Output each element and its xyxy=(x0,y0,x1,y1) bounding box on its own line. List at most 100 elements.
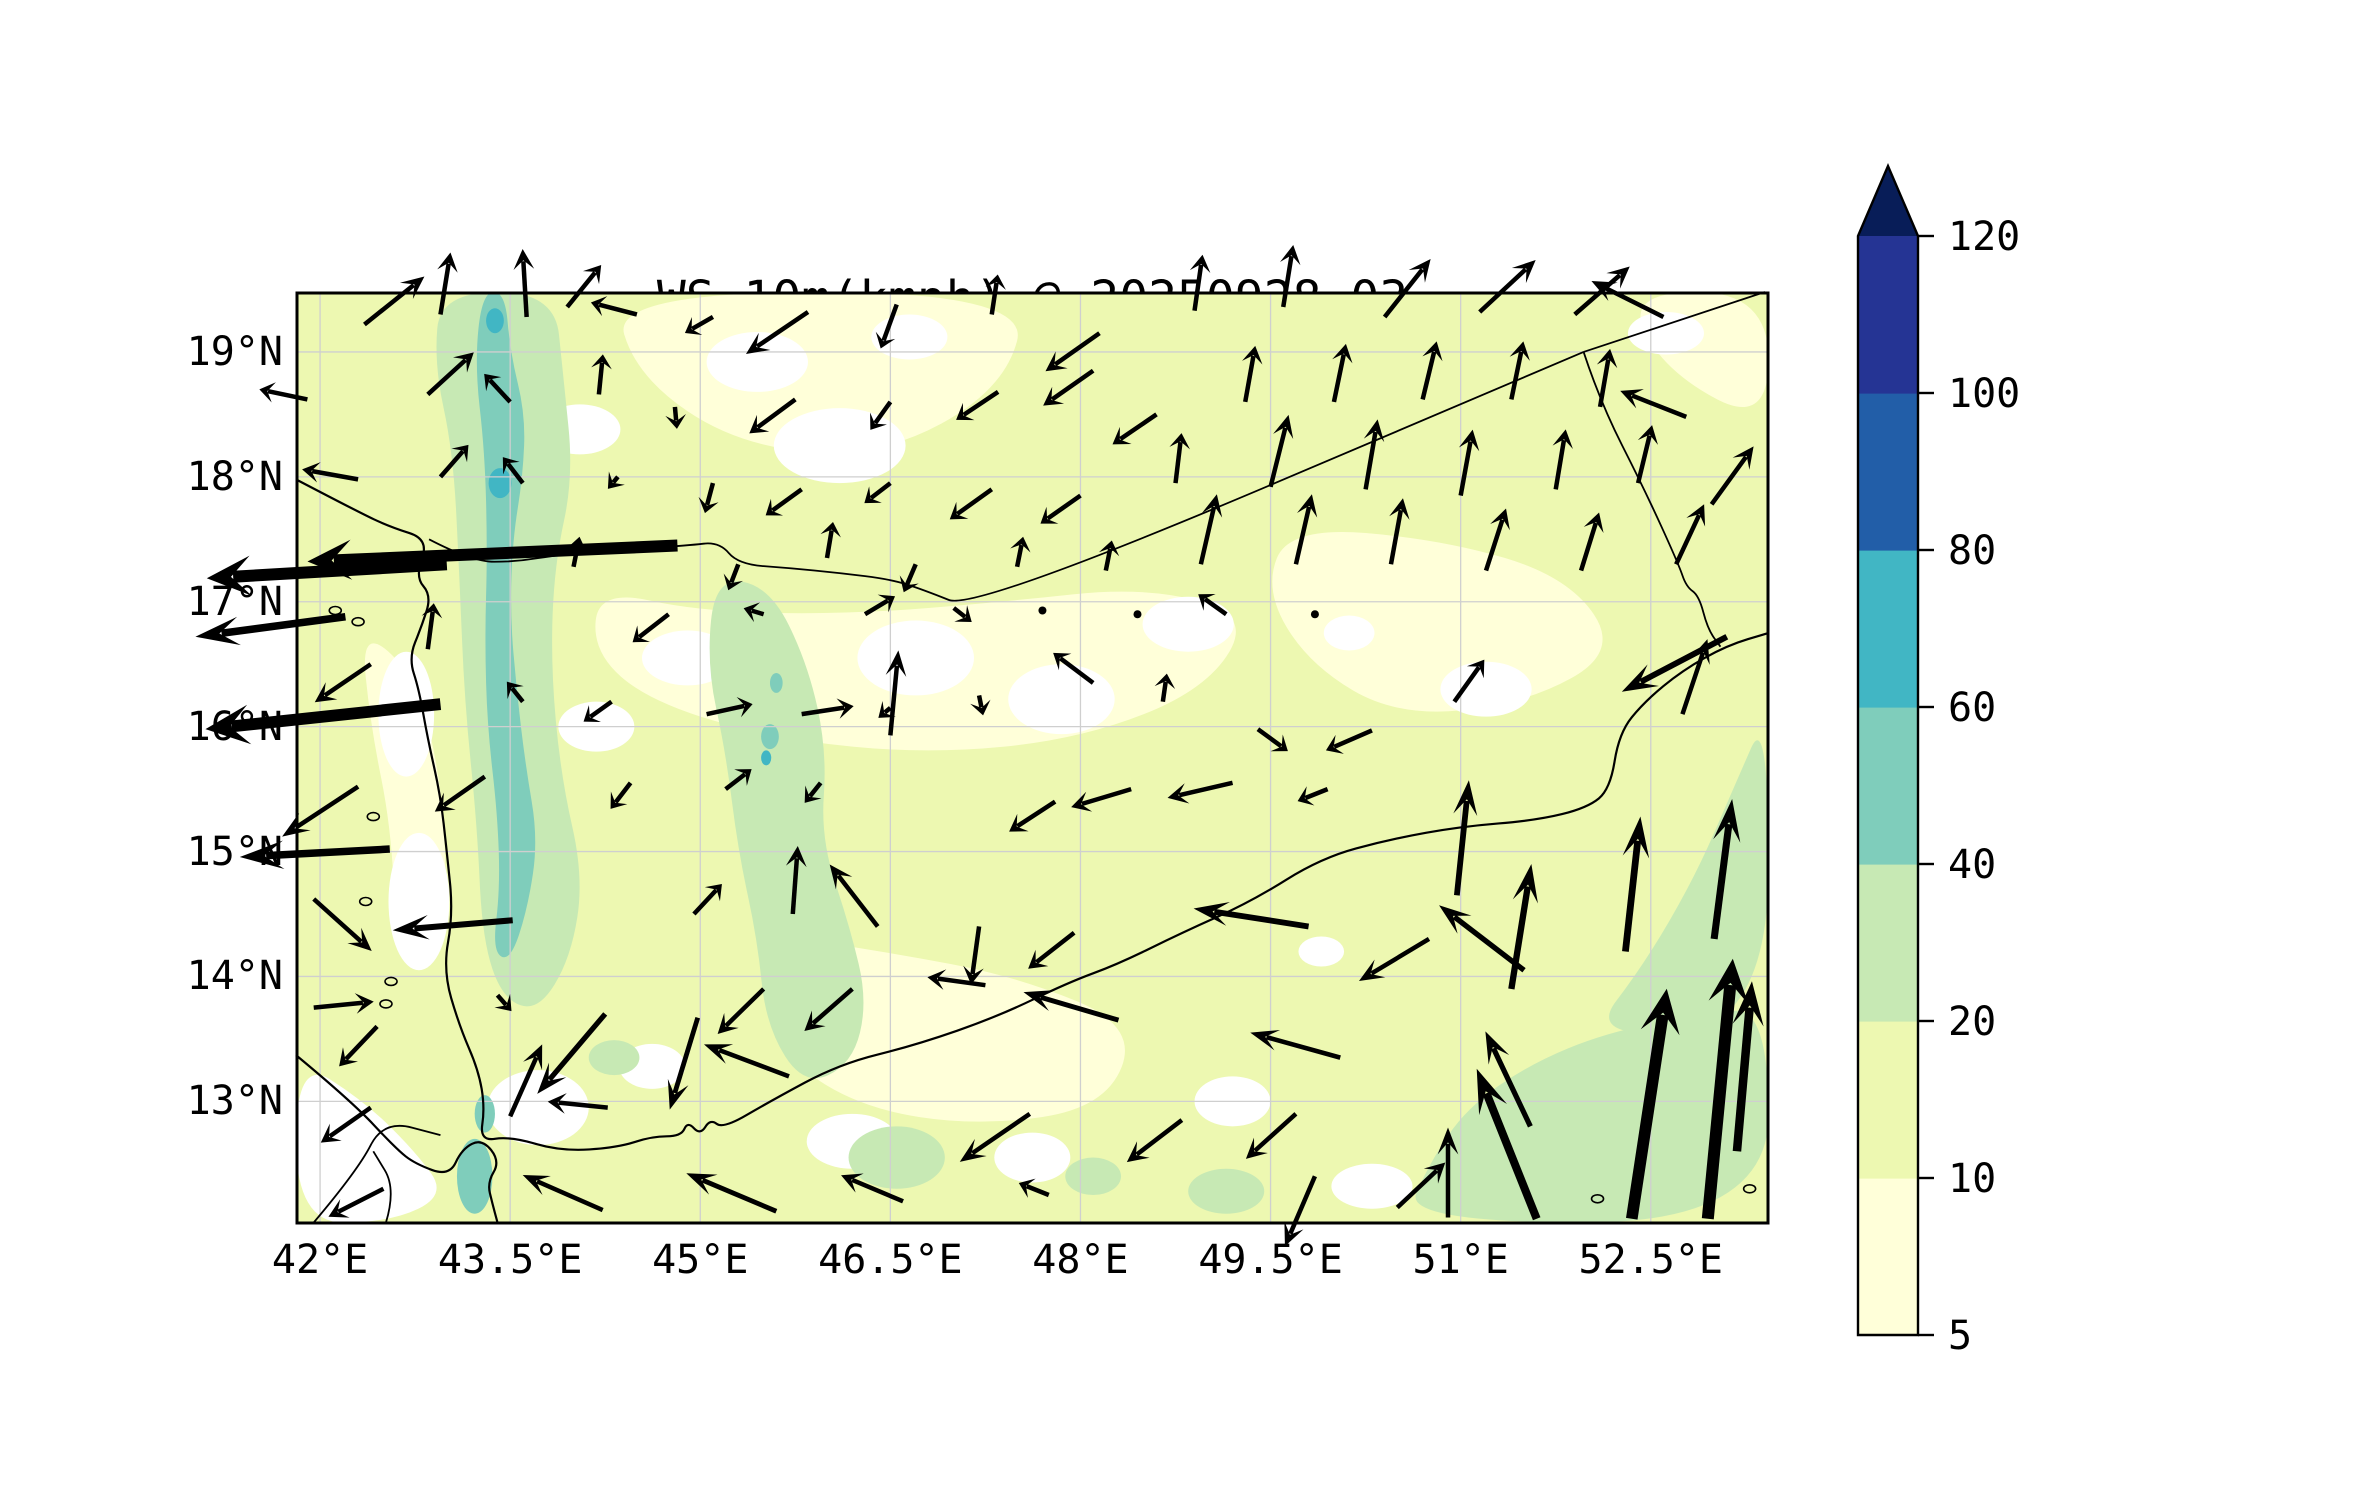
wind-arrow-shaft xyxy=(1016,799,1057,829)
wind-arrow-head xyxy=(1439,905,1472,934)
wind-arrow-shaft xyxy=(536,1179,604,1213)
wind-arrow-shaft xyxy=(952,606,967,619)
wind-arrow-head xyxy=(1620,389,1644,409)
contour-region-<5 xyxy=(1008,664,1115,735)
wind-arrow-head xyxy=(717,1013,739,1034)
wind-arrow-shaft xyxy=(1732,1007,1754,1152)
wind-arrow-head xyxy=(1485,1031,1510,1065)
wind-arrow-head xyxy=(205,704,252,745)
wind-arrow-head xyxy=(484,373,502,392)
wind-arrow-shaft xyxy=(598,302,638,317)
wind-arrow-shaft xyxy=(1509,351,1524,400)
wind-arrow-head xyxy=(804,1010,826,1031)
wind-arrow-shaft xyxy=(691,315,715,331)
wind-arrow-head xyxy=(1511,259,1536,284)
wind-arrow-head xyxy=(206,555,252,596)
wind-arrow-head xyxy=(956,402,975,421)
wind-arrow-shaft xyxy=(488,378,512,404)
wind-arrow-head xyxy=(1112,426,1132,445)
contour-region-<5 xyxy=(1331,1163,1413,1209)
wind-arrow-shaft xyxy=(976,694,984,708)
wind-arrow-head xyxy=(1018,1178,1036,1198)
wind-arrow-shaft xyxy=(313,1000,364,1010)
wind-arrow-shaft xyxy=(704,482,716,506)
wind-arrow-shaft xyxy=(1395,1168,1439,1210)
wind-arrow-head xyxy=(927,969,947,990)
wind-arrow-shaft xyxy=(438,449,465,479)
wind-arrow-head xyxy=(1476,1068,1507,1116)
wind-arrow-shaft xyxy=(1050,368,1095,402)
wind-arrow-shaft xyxy=(1508,885,1531,990)
wind-arrow-head xyxy=(523,1044,543,1071)
wind-arrow-head xyxy=(1637,425,1658,445)
wind-arrow-shaft xyxy=(1035,930,1076,965)
wind-arrow-head xyxy=(1332,343,1353,364)
wind-arrow-head xyxy=(1245,1137,1268,1159)
wind-arrow-shaft xyxy=(337,1186,385,1214)
wind-arrow-head xyxy=(1552,429,1573,450)
wind-arrow-shaft xyxy=(637,612,670,639)
wind-arrow-shaft xyxy=(1491,1047,1533,1128)
wind-arrow-shaft xyxy=(1178,780,1234,798)
wind-arrow-shaft xyxy=(426,358,468,397)
wind-arrow-head xyxy=(765,498,784,516)
contour-region-20-40 xyxy=(1415,1010,1769,1223)
wind-arrow-head xyxy=(1040,506,1059,524)
wind-arrow-head xyxy=(583,705,601,722)
wind-arrow-shaft xyxy=(267,389,308,402)
wind-arrow-head xyxy=(392,914,430,940)
wind-arrow-head xyxy=(1242,345,1263,365)
island-outline xyxy=(1590,1193,1605,1204)
wind-arrow-head xyxy=(665,414,686,429)
wind-arrow-head xyxy=(1023,990,1056,1012)
wind-arrow-shaft xyxy=(1573,273,1622,317)
wind-arrow-head xyxy=(437,252,458,273)
wind-arrow-shaft xyxy=(1680,651,1706,715)
wind-arrow-shaft xyxy=(970,926,982,975)
wind-arrow-shaft xyxy=(1635,435,1652,484)
wind-arrow-head xyxy=(421,603,443,619)
wind-arrow-shaft xyxy=(323,662,373,698)
wind-arrow-shaft xyxy=(1198,506,1217,565)
wind-arrow-shaft xyxy=(755,310,810,349)
wind-arrow-shaft xyxy=(558,1100,608,1110)
wind-arrow-shaft xyxy=(1622,840,1642,952)
wind-arrow-head xyxy=(1490,508,1510,531)
wind-arrow-shaft xyxy=(231,698,442,733)
wind-arrow-shaft xyxy=(589,699,613,719)
coastline xyxy=(295,478,1769,1151)
contour-region-20-40 xyxy=(1065,1157,1122,1196)
wind-arrow-shaft xyxy=(881,303,899,342)
island-outline xyxy=(384,976,398,987)
wind-arrow-head xyxy=(743,602,761,623)
contour-region-<5 xyxy=(1440,661,1532,717)
wind-arrow-shaft xyxy=(1483,518,1505,572)
wind-arrow-head xyxy=(1284,1221,1304,1247)
contour-region-<5 xyxy=(1142,596,1234,652)
colorbar-canvas: 5 10 20 40 60 80 100 120 xyxy=(1856,162,2020,1359)
colorbar-tick-label: 120 xyxy=(1948,214,2020,260)
wind-arrow-head xyxy=(1458,429,1480,452)
wind-arrow-shaft xyxy=(1014,544,1024,568)
wind-arrow-shaft xyxy=(904,563,918,586)
contour-region-<5 xyxy=(487,1070,589,1146)
wind-arrow-shaft xyxy=(1173,441,1183,484)
wind-arrow-head xyxy=(1732,446,1754,470)
wind-arrow-shaft xyxy=(1213,908,1310,930)
wind-arrow-shaft xyxy=(808,781,823,798)
wind-arrow-shaft xyxy=(495,993,508,1007)
wind-arrow-shaft xyxy=(724,987,766,1028)
wind-arrow-shaft xyxy=(1639,634,1729,685)
wind-arrow-head xyxy=(959,1138,987,1162)
x-tick-label: 46.5°E xyxy=(818,1237,963,1283)
wind-arrow-head xyxy=(1198,593,1216,611)
colorbar-segment xyxy=(1858,1178,1918,1336)
wind-arrow-shaft xyxy=(956,487,994,516)
wind-arrow-shaft xyxy=(1710,823,1733,940)
wind-arrow-head xyxy=(1453,780,1478,817)
wind-arrow-head xyxy=(667,1078,689,1110)
wind-arrow-head xyxy=(1098,540,1120,557)
x-tick-label: 43.5°E xyxy=(437,1237,583,1283)
wind-arrow-shaft xyxy=(1256,727,1283,748)
wind-arrow-head xyxy=(502,457,520,475)
